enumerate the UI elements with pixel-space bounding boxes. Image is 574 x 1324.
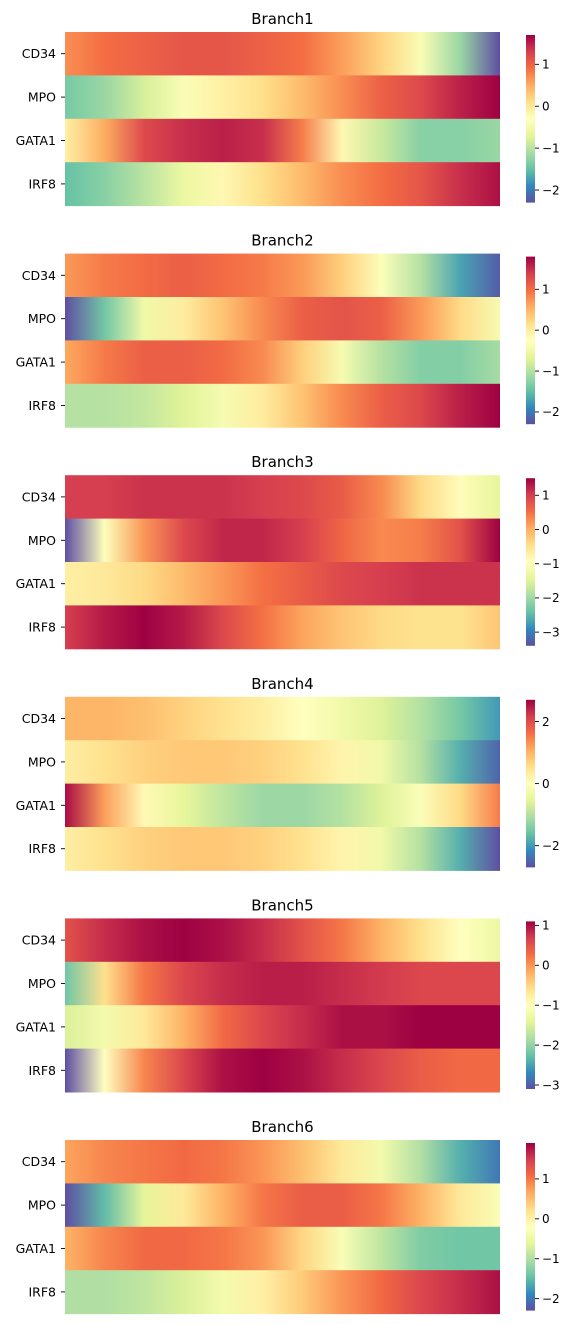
panel-title: Branch6: [251, 1118, 313, 1136]
row-label: IRF8: [28, 176, 56, 191]
heatmap-row-mpo: [65, 740, 500, 785]
heatmap-row-irf8: [65, 162, 500, 207]
colorbar-tick-label: 0: [542, 523, 550, 537]
colorbar: [526, 35, 535, 203]
heatmap-row-mpo: [65, 75, 500, 120]
row-label: CD34: [22, 711, 56, 726]
row-label: CD34: [22, 1154, 56, 1169]
heatmap-row-gata1: [65, 1226, 500, 1271]
colorbar-tick-label: 1: [542, 58, 550, 72]
heatmap-row-gata1: [65, 118, 500, 163]
colorbar-tick-label: 0: [542, 777, 550, 791]
colorbar: [526, 921, 535, 1089]
colorbar: [526, 1143, 535, 1311]
colorbar-tick-label: −3: [542, 625, 560, 639]
heatmap-row-mpo: [65, 297, 500, 341]
colorbar-tick-label: −2: [542, 405, 560, 419]
heatmap-row-mpo: [65, 961, 500, 1006]
panel-title: Branch4: [251, 675, 313, 693]
colorbar-tick-label: −2: [542, 591, 560, 605]
row-label: IRF8: [28, 841, 56, 856]
heatmap-row-irf8: [65, 1270, 500, 1315]
heatmap-row-gata1: [65, 783, 500, 828]
row-label: GATA1: [16, 133, 56, 148]
row-label: MPO: [28, 976, 56, 991]
heatmap-row-cd34: [65, 696, 500, 741]
colorbar-tick-label: 1: [542, 283, 550, 297]
colorbar-tick-label: 1: [542, 489, 550, 503]
colorbar: [526, 478, 535, 646]
row-label: CD34: [22, 46, 56, 61]
heatmap-row-gata1: [65, 562, 500, 606]
heatmap-row-mpo: [65, 1183, 500, 1228]
row-label: MPO: [28, 754, 56, 769]
heatmap-panel-6: Branch6 CD34 MPO GATA1 IRF8 1 0 −1 −2: [16, 1118, 560, 1315]
colorbar-tick-label: 0: [542, 1212, 550, 1226]
row-label: MPO: [28, 1198, 56, 1213]
panel-title: Branch1: [251, 10, 313, 28]
heatmap-row-irf8: [65, 605, 500, 650]
colorbar-tick-label: 0: [542, 959, 550, 973]
row-label: MPO: [28, 533, 56, 548]
colorbar-tick-label: −2: [542, 839, 560, 853]
row-label: IRF8: [28, 1284, 56, 1299]
heatmap-row-irf8: [65, 1048, 500, 1093]
heatmap-row-cd34: [65, 253, 500, 298]
row-label: IRF8: [28, 398, 56, 413]
panel-title: Branch2: [251, 232, 313, 250]
heatmap-panel-3: Branch3 CD34 MPO GATA1 IRF8 1 0 −1 −2 −3: [16, 453, 560, 650]
row-label: MPO: [28, 311, 56, 326]
colorbar-tick-label: 0: [542, 323, 550, 337]
colorbar-tick-label: −1: [542, 141, 560, 155]
heatmap-row-cd34: [65, 1140, 500, 1184]
colorbar-tick-label: 1: [542, 1172, 550, 1186]
row-label: MPO: [28, 90, 56, 105]
heatmap-row-irf8: [65, 383, 500, 428]
row-label: GATA1: [16, 1019, 56, 1034]
row-label: IRF8: [28, 1063, 56, 1078]
colorbar-tick-label: −1: [542, 557, 560, 571]
heatmap-panel-1: Branch1 CD34 MPO GATA1 IRF8 1 0 −1 −2: [16, 10, 560, 207]
colorbar-tick-label: −1: [542, 999, 560, 1013]
colorbar-tick-label: 1: [542, 919, 550, 933]
heatmap-row-cd34: [65, 475, 500, 520]
row-label: GATA1: [16, 355, 56, 370]
row-label: IRF8: [28, 620, 56, 635]
heatmap-row-cd34: [65, 918, 500, 963]
colorbar-tick-label: 2: [542, 715, 550, 729]
colorbar-tick-label: 0: [542, 100, 550, 114]
row-label: CD34: [22, 933, 56, 948]
row-label: CD34: [22, 268, 56, 283]
colorbar-tick-label: −2: [542, 183, 560, 197]
row-label: GATA1: [16, 798, 56, 813]
heatmap-row-mpo: [65, 518, 500, 563]
heatmap-row-gata1: [65, 340, 500, 385]
panel-title: Branch5: [251, 896, 313, 914]
colorbar-tick-label: −1: [542, 364, 560, 378]
heatmap-row-cd34: [65, 32, 500, 76]
heatmap-panel-4: Branch4 CD34 MPO GATA1 IRF8 2 0 −2: [16, 675, 560, 871]
heatmap-panel-5: Branch5 CD34 MPO GATA1 IRF8 1 0 −1 −2 −3: [16, 896, 560, 1093]
colorbar-tick-label: −2: [542, 1292, 560, 1306]
panel-title: Branch3: [251, 453, 313, 471]
heatmap-row-irf8: [65, 827, 500, 871]
row-label: GATA1: [16, 576, 56, 591]
colorbar: [526, 699, 535, 868]
heatmap-panel-2: Branch2 CD34 MPO GATA1 IRF8 1 0 −1 −2: [16, 232, 560, 428]
colorbar-tick-label: −2: [542, 1038, 560, 1052]
colorbar-tick-label: −3: [542, 1078, 560, 1092]
heatmap-row-gata1: [65, 1005, 500, 1050]
row-label: CD34: [22, 489, 56, 504]
row-label: GATA1: [16, 1241, 56, 1256]
colorbar-tick-label: −1: [542, 1252, 560, 1266]
colorbar: [526, 256, 535, 425]
